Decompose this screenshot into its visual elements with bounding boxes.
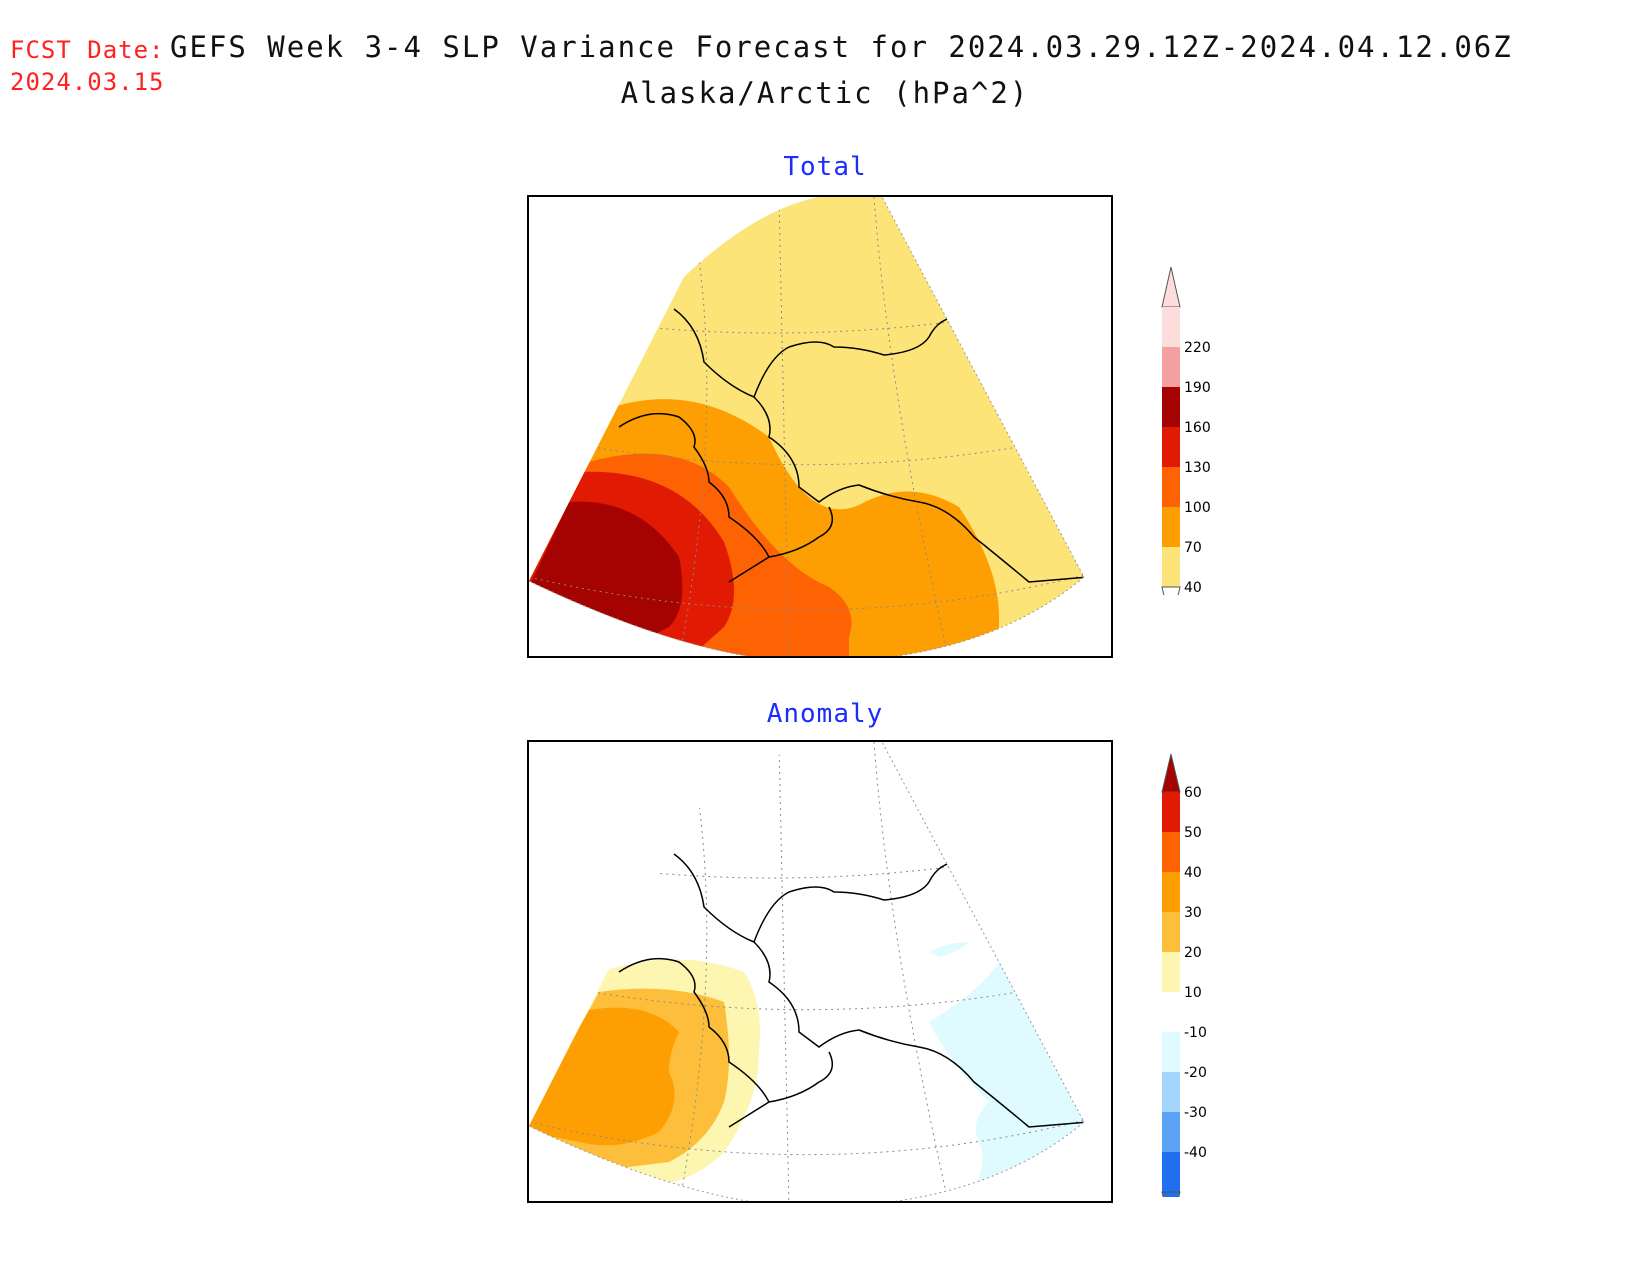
panel-title-anomaly: Anomaly (766, 699, 884, 729)
colorbar-tick-label: 160 (1184, 420, 1211, 436)
colorbar-tick-label: 130 (1184, 460, 1211, 476)
colorbar-swatch (1162, 992, 1180, 1032)
colorbar-tick-label: 40 (1184, 865, 1202, 881)
colorbar-under-triangle (1161, 586, 1181, 628)
colorbar-anomaly: -40 -30 -20 -10 10 20 30 40 50 60 (1140, 752, 1260, 1231)
page-title: GEFS Week 3-4 SLP Variance Forecast for … (170, 30, 1513, 64)
colorbar-tick-label: 30 (1184, 905, 1202, 921)
forecast-date-label: FCST Date: (10, 36, 165, 64)
forecast-date-value: 2024.03.15 (10, 68, 165, 96)
colorbar-swatch (1162, 872, 1180, 912)
colorbar-swatch (1162, 387, 1180, 427)
coastline-anomaly (618, 853, 1084, 1128)
panel-title-total: Total (783, 152, 867, 182)
colorbar-swatch (1162, 1032, 1180, 1072)
colorbar-tick-label: 10 (1184, 985, 1202, 1001)
colorbar-swatch (1162, 952, 1180, 992)
colorbar-tick-label: 40 (1184, 580, 1202, 595)
colorbar-swatch (1162, 792, 1180, 832)
colorbar-tick-label: 50 (1184, 825, 1202, 841)
colorbar-swatch (1162, 347, 1180, 387)
coastline (618, 308, 1084, 583)
colorbar-over-triangle (1161, 266, 1181, 308)
colorbar-tick-label: -30 (1184, 1105, 1207, 1121)
colorbar-over-triangle (1161, 753, 1181, 793)
colorbar-swatch (1162, 467, 1180, 507)
colorbar-tick-label: -20 (1184, 1065, 1207, 1081)
colorbar-swatch (1162, 547, 1180, 587)
colorbar-tick-label: 60 (1184, 785, 1202, 801)
colorbar-swatch (1162, 507, 1180, 547)
map-total (527, 195, 1113, 658)
colorbar-swatch (1162, 1072, 1180, 1112)
shade-30-40 (529, 1007, 679, 1146)
colorbar-under-triangle (1161, 1191, 1181, 1231)
colorbar-swatch (1162, 1112, 1180, 1152)
page-subtitle: Alaska/Arctic (hPa^2) (620, 76, 1030, 110)
colorbar-tick-label: 220 (1184, 340, 1211, 356)
sector-boundary (529, 197, 1085, 656)
colorbar-swatch (1162, 427, 1180, 467)
colorbar-swatch (1162, 832, 1180, 872)
colorbar-swatch (1162, 912, 1180, 952)
colorbar-tick-label: -40 (1184, 1145, 1207, 1161)
forecast-date-block: FCST Date: 2024.03.15 (10, 34, 165, 98)
colorbar-tick-label: -10 (1184, 1025, 1207, 1041)
shade-minus10-small (929, 942, 969, 957)
colorbar-tick-label: 190 (1184, 380, 1211, 396)
map-anomaly (527, 740, 1113, 1203)
colorbar-tick-label: 70 (1184, 540, 1202, 556)
colorbar-tick-label: 20 (1184, 945, 1202, 961)
colorbar-tick-label: 100 (1184, 500, 1211, 516)
colorbar-total: 40 70 100 130 160 190 220 (1140, 265, 1260, 628)
colorbar-swatch (1162, 307, 1180, 347)
colorbar-swatch (1162, 1152, 1180, 1192)
